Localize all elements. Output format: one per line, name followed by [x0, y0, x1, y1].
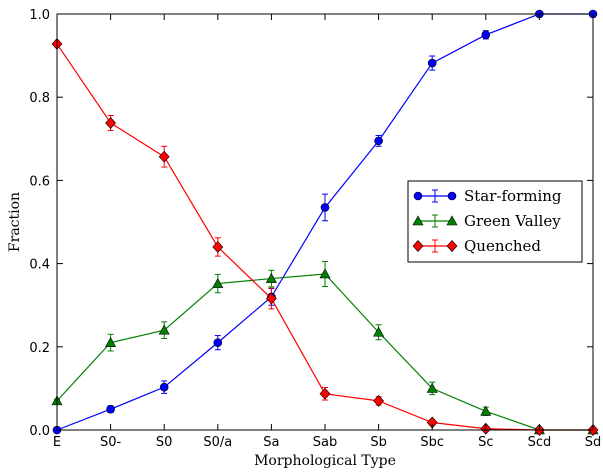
data-point-quenched	[265, 292, 277, 305]
x-tick-label: Sb	[370, 435, 387, 450]
x-tick-label: S0/a	[203, 435, 232, 450]
legend: Star-forming Green Valley Quenched	[407, 180, 583, 263]
data-point-star-forming	[374, 136, 383, 146]
data-point-green-valley	[426, 382, 438, 393]
data-point-star-forming	[159, 382, 169, 392]
x-tick-label: Sbc	[420, 435, 444, 450]
x-axis-label: Morphological Type	[254, 453, 396, 469]
data-point-star-forming	[213, 338, 223, 347]
legend-marker-green-valley	[446, 215, 458, 226]
legend-marker-star-forming	[447, 191, 457, 201]
legend-label-star-forming: Star-forming	[464, 187, 562, 205]
series-quenched	[51, 38, 599, 436]
data-point-green-valley	[480, 405, 492, 416]
x-tick-label: E	[53, 435, 61, 450]
x-tick-label: Sa	[263, 435, 279, 450]
data-point-green-valley	[158, 324, 170, 335]
y-tick-label: 0.6	[29, 174, 50, 189]
axis-ticks: 0.0 0.2 0.4 0.6 0.8 1.0 E S0- S0 S0/a Sa Sab Sb Sbc Sc…	[29, 8, 601, 450]
data-point-star-forming	[106, 404, 115, 414]
data-point-quenched	[319, 387, 331, 400]
legend-marker-star-forming	[413, 191, 423, 201]
y-tick-label: 1.0	[29, 8, 50, 23]
y-tick-label: 0.4	[29, 258, 50, 273]
x-tick-label: Scd	[528, 435, 552, 450]
legend-marker-quenched	[412, 240, 424, 252]
data-point-star-forming	[481, 30, 491, 40]
legend-marker-quenched	[446, 240, 458, 252]
y-axis-label: Fraction	[7, 192, 23, 252]
legend-label-green-valley: Green Valley	[464, 212, 561, 230]
x-tick-label: Sab	[313, 435, 337, 450]
data-point-quenched	[158, 150, 170, 163]
data-point-star-forming	[427, 58, 437, 68]
y-tick-label: 0.2	[29, 341, 50, 356]
data-point-green-valley	[265, 272, 277, 283]
legend-marker-green-valley	[412, 215, 424, 226]
data-point-green-valley	[212, 277, 224, 288]
data-point-green-valley	[105, 337, 117, 347]
x-tick-label: Sd	[585, 435, 602, 450]
data-point-quenched	[212, 241, 224, 253]
x-tick-label: S0-	[100, 435, 122, 450]
x-tick-label: S0	[156, 435, 173, 450]
x-tick-label: Sc	[478, 435, 493, 450]
data-point-star-forming	[320, 203, 330, 212]
data-point-green-valley	[319, 268, 331, 279]
data-point-quenched	[105, 117, 117, 129]
y-tick-label: 0.8	[29, 91, 50, 106]
data-point-green-valley	[373, 326, 385, 337]
legend-label-quenched: Quenched	[464, 237, 541, 255]
data-point-quenched	[373, 394, 385, 407]
y-tick-label: 0.0	[29, 424, 50, 439]
